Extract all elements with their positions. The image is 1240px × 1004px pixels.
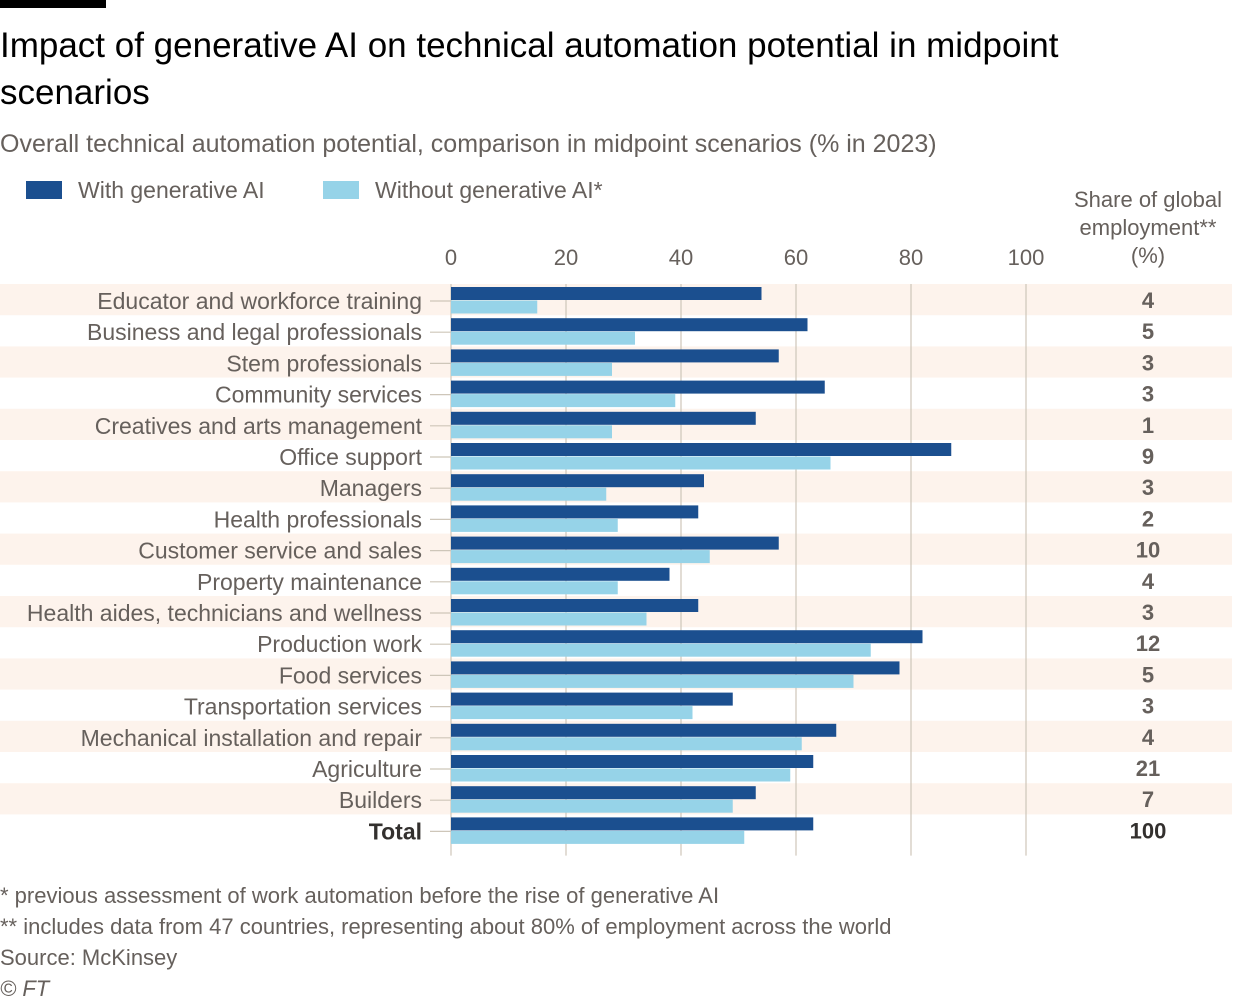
- category-label: Creatives and arts management: [95, 413, 423, 439]
- bar-with-generative-ai: [451, 505, 699, 519]
- bar-without-generative-ai: [451, 550, 710, 564]
- share-value: 7: [1142, 787, 1154, 812]
- x-tick-label: 40: [669, 245, 693, 270]
- bar-without-generative-ai: [451, 394, 676, 408]
- bar-with-generative-ai: [451, 318, 808, 332]
- bar-without-generative-ai: [451, 706, 693, 720]
- legend-label-without: Without generative AI*: [375, 177, 603, 203]
- x-tick-label: 60: [784, 245, 808, 270]
- chart-subtitle: Overall technical automation potential, …: [0, 130, 937, 158]
- x-tick-label: 80: [899, 245, 923, 270]
- bar-with-generative-ai: [451, 443, 952, 456]
- share-value: 3: [1142, 600, 1154, 625]
- bar-without-generative-ai: [451, 643, 871, 657]
- legend-label-with: With generative AI: [78, 177, 265, 203]
- share-header-line1: Share of global: [1074, 187, 1222, 212]
- share-value: 3: [1142, 475, 1154, 500]
- brand-bar: [0, 0, 106, 8]
- bar-without-generative-ai: [451, 487, 607, 501]
- category-label: Office support: [279, 444, 422, 470]
- bar-without-generative-ai: [451, 518, 618, 532]
- category-label: Health professionals: [214, 506, 422, 532]
- x-tick-label: 20: [554, 245, 578, 270]
- legend-swatch-without: [323, 181, 359, 199]
- category-label: Managers: [320, 475, 422, 501]
- bar-without-generative-ai: [451, 425, 612, 439]
- bar-without-generative-ai: [451, 830, 745, 844]
- category-label: Community services: [215, 382, 422, 408]
- bar-without-generative-ai: [451, 674, 854, 688]
- category-label: Total: [369, 818, 422, 844]
- share-value: 9: [1142, 444, 1154, 469]
- footnote-2: ** includes data from 47 countries, repr…: [0, 914, 892, 939]
- category-label: Food services: [279, 662, 422, 688]
- category-label: Customer service and sales: [138, 538, 422, 564]
- bar-with-generative-ai: [451, 755, 814, 768]
- x-tick-label: 100: [1008, 245, 1045, 270]
- share-value: 4: [1142, 569, 1155, 594]
- bar-without-generative-ai: [451, 612, 647, 626]
- category-label: Property maintenance: [197, 569, 422, 595]
- category-label: Production work: [257, 631, 422, 657]
- category-label: Mechanical installation and repair: [81, 725, 423, 751]
- source-note: Source: McKinsey: [0, 945, 178, 970]
- category-label: Builders: [339, 787, 422, 813]
- bar-with-generative-ai: [451, 536, 779, 550]
- x-tick-label: 0: [445, 245, 457, 270]
- share-value: 4: [1142, 288, 1155, 313]
- bar-with-generative-ai: [451, 817, 814, 831]
- share-header-line2: employment**: [1079, 215, 1217, 240]
- bar-with-generative-ai: [451, 692, 733, 706]
- bar-with-generative-ai: [451, 661, 900, 675]
- footnotes: * previous assessment of work automation…: [0, 880, 891, 1004]
- footnote-1: * previous assessment of work automation…: [0, 883, 720, 908]
- bar-with-generative-ai: [451, 630, 923, 644]
- share-value: 1: [1142, 413, 1154, 438]
- share-header-line3: (%): [1130, 243, 1166, 268]
- share-value: 12: [1136, 631, 1160, 656]
- bar-with-generative-ai: [451, 567, 670, 581]
- share-value: 3: [1142, 694, 1154, 719]
- category-label: Transportation services: [184, 694, 422, 720]
- bar-without-generative-ai: [451, 456, 831, 470]
- bar-without-generative-ai: [451, 331, 635, 345]
- share-value: 21: [1136, 756, 1160, 781]
- share-value: 3: [1142, 350, 1154, 375]
- bar-without-generative-ai: [451, 362, 612, 376]
- share-value: 3: [1142, 382, 1154, 407]
- bar-chart: 0 20 40 60 80 100 Educator and workforce train…: [0, 245, 1232, 856]
- bar-with-generative-ai: [451, 411, 756, 425]
- bar-with-generative-ai: [451, 786, 756, 800]
- bar-without-generative-ai: [451, 300, 538, 314]
- share-value: 2: [1142, 506, 1154, 531]
- category-label: Educator and workforce training: [97, 288, 422, 314]
- bar-without-generative-ai: [451, 737, 802, 751]
- share-value: 10: [1136, 538, 1160, 563]
- chart-title: Impact of generative AI on technical aut…: [0, 26, 1059, 112]
- bar-without-generative-ai: [451, 581, 618, 595]
- category-label: Health aides, technicians and wellness: [27, 600, 422, 626]
- bar-with-generative-ai: [451, 287, 762, 300]
- copyright-note: © FT: [0, 976, 50, 1001]
- bar-with-generative-ai: [451, 349, 779, 363]
- share-value: 5: [1142, 662, 1154, 687]
- share-value: 4: [1142, 725, 1155, 750]
- share-value: 100: [1130, 818, 1167, 843]
- bar-with-generative-ai: [451, 723, 837, 737]
- category-label: Stem professionals: [226, 350, 422, 376]
- share-column-header: Share of global employment** (%): [1062, 186, 1234, 270]
- bar-with-generative-ai: [451, 474, 704, 488]
- legend-swatch-with: [26, 181, 62, 199]
- category-label: Agriculture: [312, 756, 422, 782]
- bar-without-generative-ai: [451, 768, 791, 782]
- share-value: 5: [1142, 319, 1154, 344]
- category-label: Business and legal professionals: [87, 319, 422, 345]
- bar-without-generative-ai: [451, 799, 733, 813]
- bar-with-generative-ai: [451, 380, 825, 394]
- bar-with-generative-ai: [451, 599, 699, 612]
